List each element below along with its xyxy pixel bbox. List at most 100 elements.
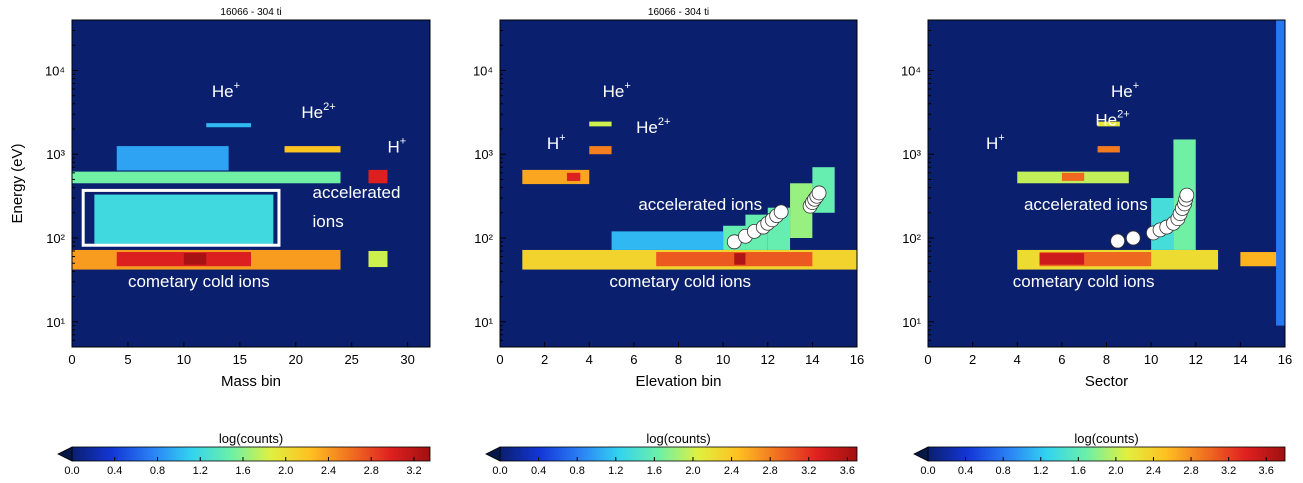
annotation-superscript: + (624, 80, 630, 92)
y-tick-label: 10³ (902, 147, 921, 162)
colorbar-label: log(counts) (1074, 431, 1138, 446)
x-tick-label: 30 (400, 352, 414, 367)
colorbar-tick-label: 1.2 (1033, 465, 1048, 477)
colorbar-label: log(counts) (219, 431, 283, 446)
annotation-label: cometary cold ions (1013, 272, 1155, 291)
x-tick-label: 16 (850, 352, 864, 367)
colorbar-extend-arrow (57, 446, 73, 462)
y-tick-label: 10³ (46, 147, 65, 162)
annotation-label: cometary cold ions (609, 272, 751, 291)
panel-title: 16066 - 304 ti (648, 7, 709, 18)
colorbar-tick-label: 3.6 (1259, 465, 1274, 477)
heatmap-cell (206, 123, 251, 128)
y-tick-label: 10¹ (46, 315, 65, 330)
colorbar-tick-label: 2.4 (1146, 465, 1161, 477)
colorbar-tick-label: 3.2 (1221, 465, 1236, 477)
colorbar-tick-label: 0.0 (492, 465, 507, 477)
colorbar-tick-label: 0.0 (64, 465, 79, 477)
annotation-label: He+ (603, 80, 631, 101)
plot-background (928, 20, 1285, 347)
annotation-label: accelerated ions (1024, 195, 1148, 214)
x-tick-label: 2 (541, 352, 548, 367)
x-tick-label: 0 (68, 352, 75, 367)
x-tick-label: 6 (630, 352, 637, 367)
x-tick-label: 4 (1014, 352, 1021, 367)
annotation-superscript: + (998, 132, 1004, 144)
heatmap-cell (183, 253, 207, 265)
plot-background (72, 20, 430, 347)
colorbar-tick-label: 3.6 (840, 465, 855, 477)
heatmap-cell (1240, 252, 1285, 267)
heatmap-cell (1039, 253, 1085, 265)
annotation-superscript: 2+ (658, 116, 671, 128)
y-tick-label: 10² (474, 231, 493, 246)
x-axis-label: Elevation bin (636, 373, 722, 390)
x-tick-label: 16 (1278, 352, 1292, 367)
data-point (811, 185, 827, 201)
data-point (773, 204, 789, 220)
colorbar-tick-label: 2.8 (763, 465, 778, 477)
colorbar-bar (71, 446, 431, 462)
annotation-superscript: + (1133, 80, 1139, 92)
colorbar-tick-label: 2.8 (1183, 465, 1198, 477)
y-tick-label: 10⁴ (45, 63, 65, 78)
x-tick-label: 6 (1058, 352, 1065, 367)
colorbar-extend-arrow (485, 446, 501, 462)
plot-frame (71, 19, 431, 348)
colorbar-tick-label: 1.2 (608, 465, 623, 477)
heatmap-cell (1061, 172, 1085, 181)
colorbar-tick-label: 3.2 (801, 465, 816, 477)
heatmap-cell (790, 183, 813, 238)
annotation-label: accelerated (313, 183, 401, 202)
x-axis-label: Sector (1085, 373, 1128, 390)
colorbar-tick-label: 1.6 (1071, 465, 1086, 477)
colorbar-tick-label: 1.2 (193, 465, 208, 477)
heatmap-cell (368, 250, 388, 268)
x-tick-label: 12 (761, 352, 775, 367)
colorbar-tick-label: 2.8 (364, 465, 379, 477)
colorbar-bar (499, 446, 858, 462)
x-tick-label: 10 (1144, 352, 1158, 367)
colorbar: log(counts) 0.0 0.4 0.8 1.2 1.6 2.0 2.4 2.8 3.2 (57, 431, 431, 477)
y-tick-label: 10¹ (902, 315, 921, 330)
annotation-label: He+ (212, 80, 240, 101)
x-tick-label: 14 (805, 352, 819, 367)
accelerated-ions-box (81, 188, 281, 247)
colorbar-tick-label: 2.0 (278, 465, 293, 477)
heatmap-cell (734, 253, 746, 265)
data-point (1110, 233, 1126, 249)
annotation-label: ions (313, 212, 344, 231)
x-tick-label: 8 (1103, 352, 1110, 367)
colorbar-tick-label: 2.4 (724, 465, 739, 477)
heatmap-cell (72, 171, 341, 184)
colorbar-tick-label: 3.2 (406, 465, 421, 477)
annotation-superscript: + (234, 80, 240, 92)
annotation-label: He+ (1111, 80, 1139, 101)
annotation-superscript: + (400, 135, 406, 147)
heatmap-cell (1097, 121, 1120, 127)
panel-title: 16066 - 304 ti (220, 7, 281, 18)
x-tick-label: 5 (124, 352, 131, 367)
y-tick-label: 10¹ (474, 315, 493, 330)
colorbar-tick-label: 1.6 (647, 465, 662, 477)
heatmap-cell (589, 121, 612, 127)
y-tick-label: 10² (46, 231, 65, 246)
annotation-label: cometary cold ions (128, 272, 270, 291)
colorbar-tick-label: 0.8 (996, 465, 1011, 477)
colorbar-tick-label: 0.8 (150, 465, 165, 477)
data-point (1125, 230, 1141, 246)
x-tick-label: 25 (344, 352, 358, 367)
x-axis-label: Mass bin (221, 373, 281, 390)
colorbar-tick-label: 0.4 (531, 465, 546, 477)
heatmap-cell (611, 231, 724, 250)
colorbar-bar (927, 446, 1286, 462)
colorbar-tick-label: 1.6 (235, 465, 250, 477)
y-tick-label: 10² (902, 231, 921, 246)
y-tick-label: 10⁴ (901, 63, 921, 78)
y-tick-label: 10⁴ (473, 63, 493, 78)
colorbar-tick-label: 0.0 (920, 465, 935, 477)
x-tick-label: 10 (716, 352, 730, 367)
